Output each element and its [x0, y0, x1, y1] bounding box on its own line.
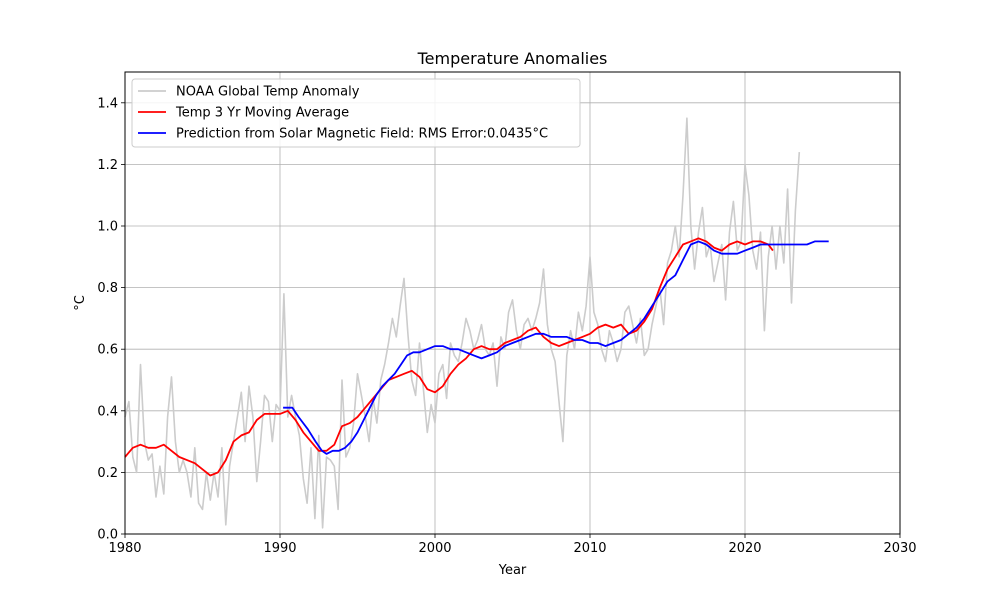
x-tick-label: 1980	[108, 541, 141, 556]
temp-3yr-moving-average-line	[124, 237, 774, 477]
series-lines	[124, 117, 829, 529]
x-tick-label: 2030	[883, 541, 916, 556]
y-tick-label: 1.0	[97, 220, 118, 235]
noaa-global-temp-anomaly-line	[124, 117, 801, 529]
legend-entry-prediction: Prediction from Solar Magnetic Field: RM…	[176, 127, 548, 142]
y-tick-label: 0.2	[97, 466, 118, 481]
y-tick-label: 0.6	[97, 343, 118, 358]
x-tick-label: 1990	[263, 541, 296, 556]
x-axis-label: Year	[498, 563, 527, 578]
y-tick-label: 0.8	[97, 281, 118, 296]
y-tick-label: 0.0	[97, 528, 118, 543]
x-tick-label: 2010	[573, 541, 606, 556]
legend-entry-noaa: NOAA Global Temp Anomaly	[176, 85, 360, 100]
x-tick-label: 2000	[418, 541, 451, 556]
y-axis-label: °C	[73, 295, 88, 311]
legend-entry-moving-average: Temp 3 Yr Moving Average	[175, 106, 349, 121]
plot-frame	[124, 71, 901, 535]
solar-magnetic-prediction-line	[283, 240, 829, 455]
legend-box	[131, 78, 581, 148]
y-tick-label: 1.4	[97, 96, 118, 111]
axis-ticks: 1980 1990 2000 2010 2020 2030 0.0 0.2 0.4 0.6 0.8 1…	[97, 96, 916, 556]
x-tick-label: 2020	[728, 541, 761, 556]
chart-title: Temperature Anomalies	[417, 49, 608, 68]
y-tick-label: 0.4	[97, 404, 118, 419]
legend: NOAA Global Temp Anomaly Temp 3 Yr Moving…	[131, 78, 581, 148]
y-tick-label: 1.2	[97, 158, 118, 173]
